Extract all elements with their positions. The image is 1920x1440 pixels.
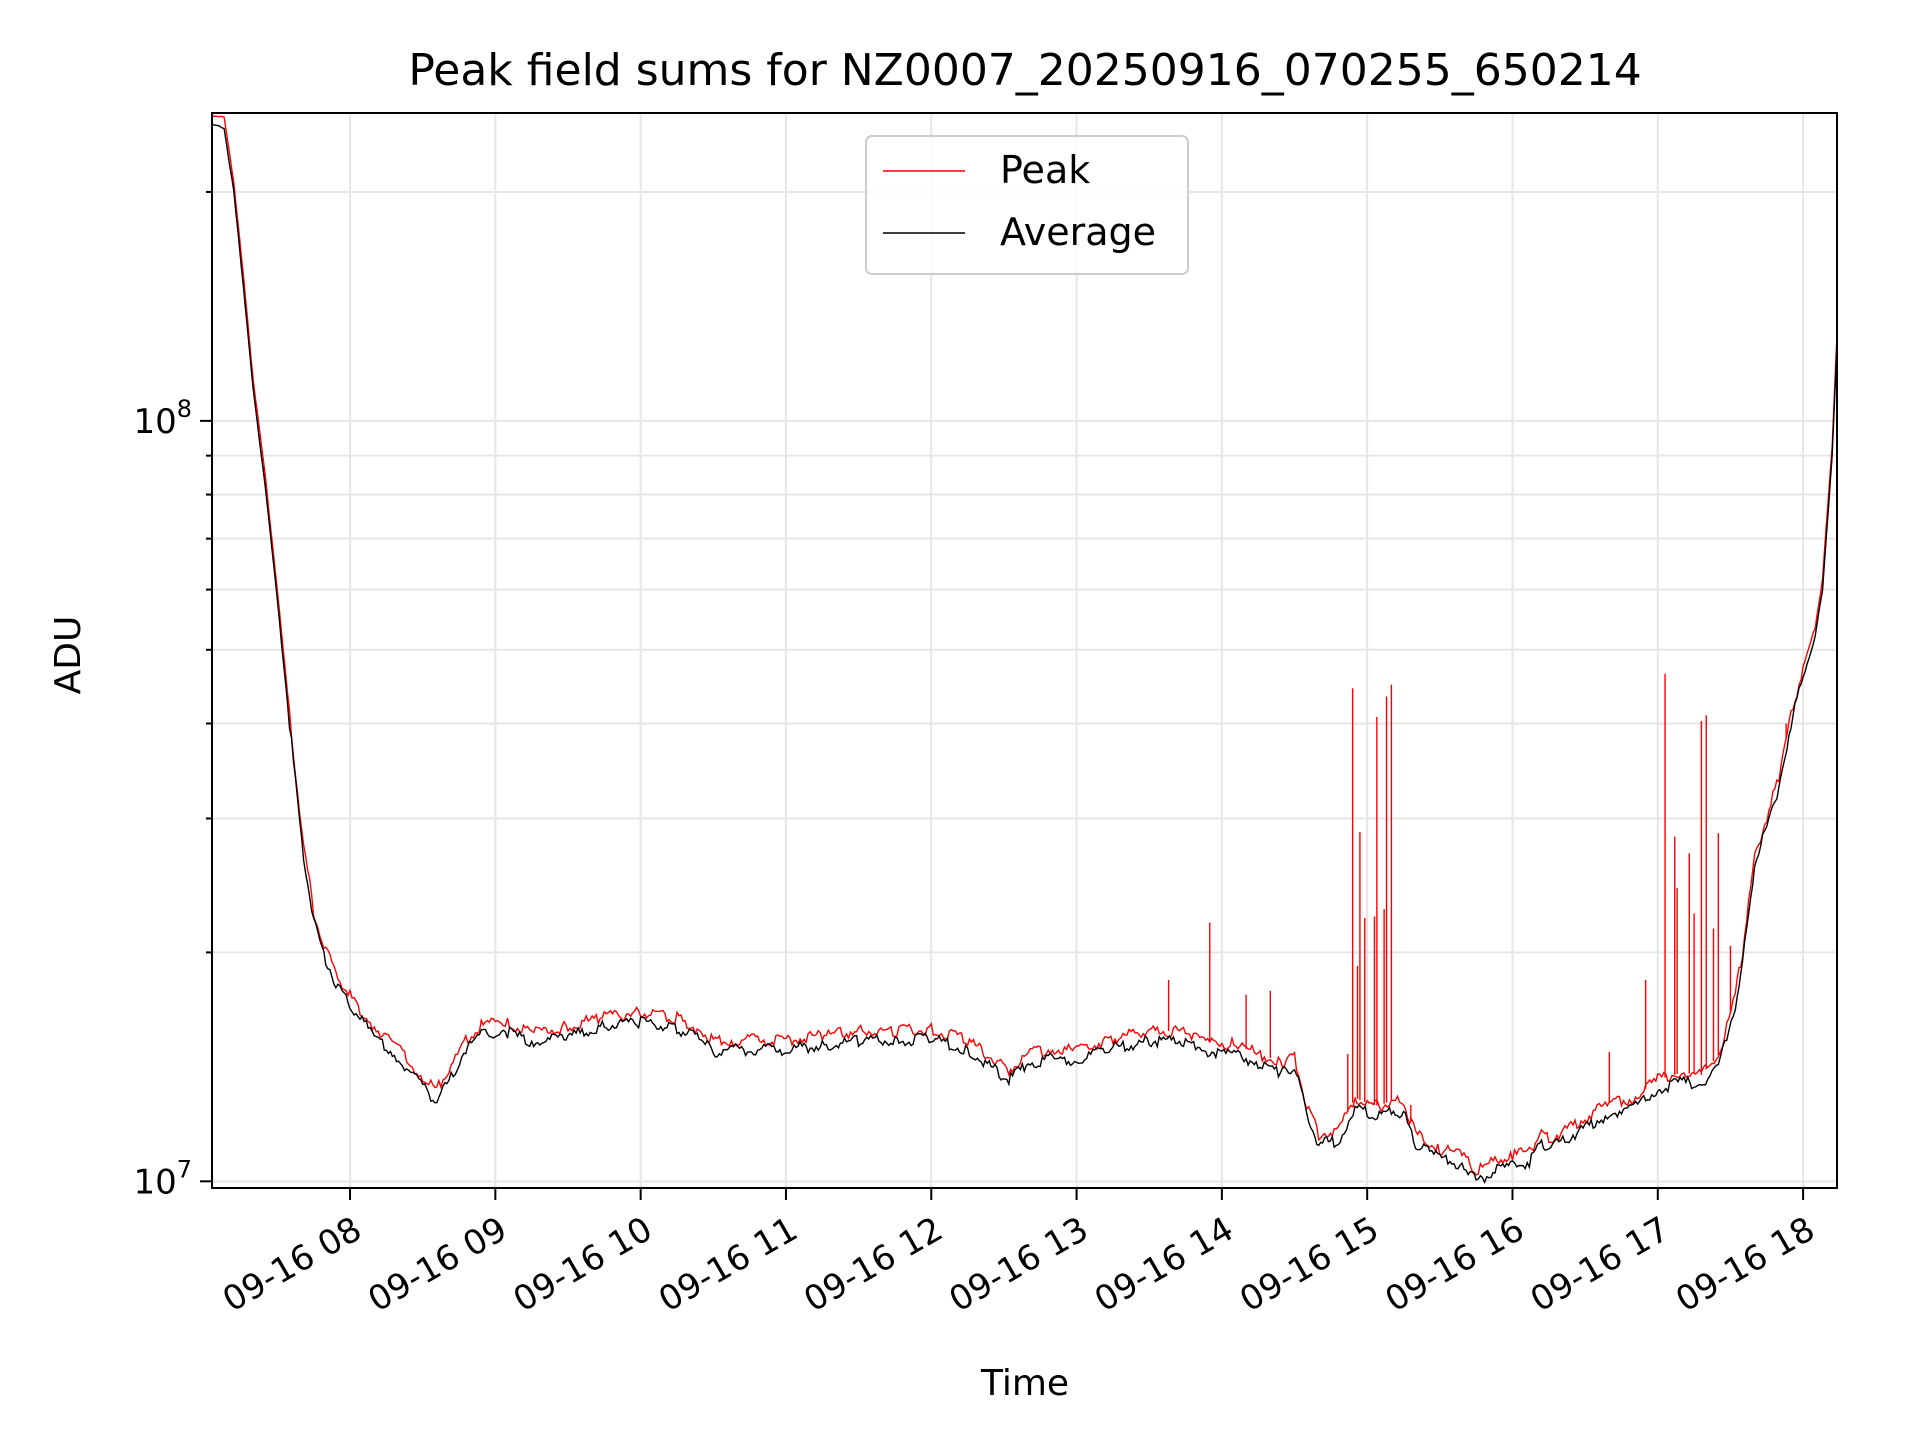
legend-average-label: Average [1000, 210, 1156, 254]
legend: Peak Average [865, 135, 1189, 275]
legend-peak-label: Peak [1000, 148, 1090, 192]
y-tick-label: 108 [133, 395, 192, 442]
series-layer [212, 114, 1837, 1184]
y-tick-label: 107 [133, 1155, 192, 1202]
series-average-line [212, 123, 1837, 1184]
chart-title: Peak field sums for NZ0007_20250916_0702… [408, 45, 1641, 96]
series-peak-line [212, 114, 1837, 1176]
y-axis-label: ADU [48, 616, 89, 695]
y-axis-ticks: 107 108 [133, 190, 212, 1202]
x-axis-label: Time [980, 1363, 1069, 1404]
